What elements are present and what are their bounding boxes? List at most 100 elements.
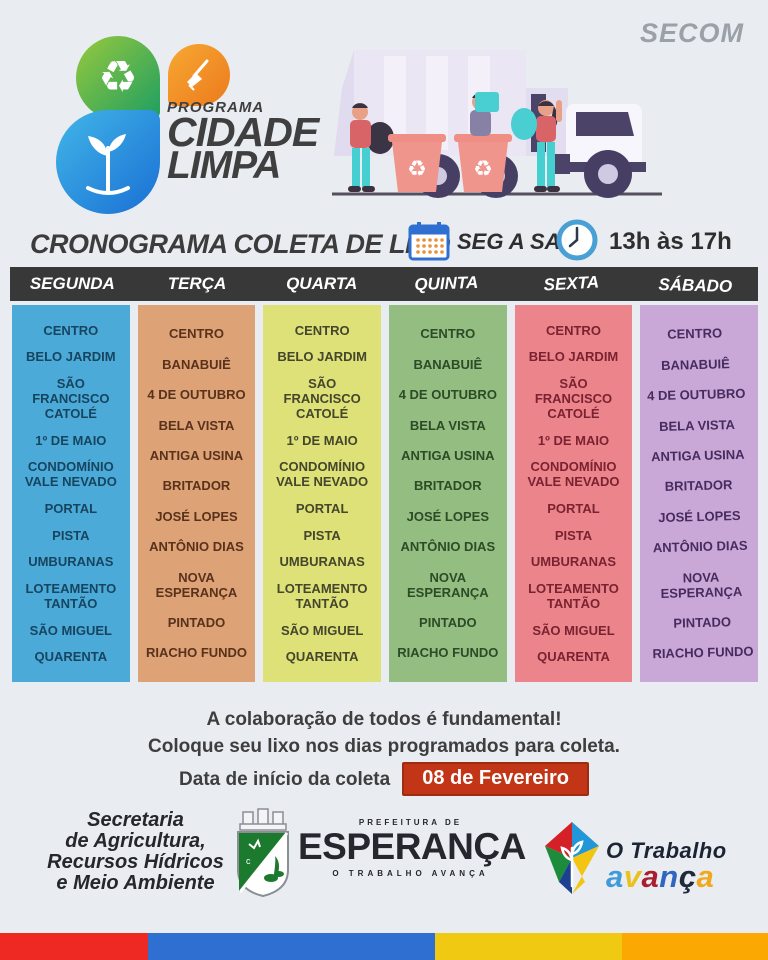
district-item: BELO JARDIM: [277, 349, 367, 365]
footer-color-stripes: [0, 933, 768, 960]
city-crest: c: [233, 804, 293, 909]
district-item: QUARENTA: [537, 649, 610, 665]
district-item: LOTEAMENTO TANTÃO: [25, 580, 117, 611]
district-item: CENTRO: [169, 326, 224, 342]
district-item: PISTA: [52, 527, 90, 543]
day-header-bar: SEGUNDA TERÇA QUARTA QUINTA SEXTA SÁBADO: [10, 267, 758, 301]
day-column: CENTRO BANABUIÊ 4 DE OUTUBRO BELA VISTA ANTI…: [640, 305, 758, 682]
logo-title-line2: LIMPA: [167, 144, 281, 187]
district-item: ANTIGA USINA: [651, 446, 746, 465]
district-item: PINTADO: [419, 615, 477, 631]
svg-text:♻: ♻: [473, 156, 493, 181]
day-label: QUINTA: [414, 272, 479, 295]
calendar-icon: [408, 221, 450, 266]
day-column: CENTRO BANABUIÊ 4 DE OUTUBRO BELA VISTA ANTI…: [137, 305, 256, 682]
district-item: 4 DE OUTUBRO: [147, 387, 246, 403]
district-item: RIACHO FUNDO: [652, 644, 755, 662]
avanca-letter: n: [659, 859, 679, 894]
district-item: JOSÉ LOPES: [155, 508, 238, 524]
district-item: BELA VISTA: [158, 417, 235, 433]
prefeitura-small-label: PREFEITURA DE: [358, 818, 463, 827]
avanca-letter: a: [696, 859, 715, 894]
district-item: BANABUIÊ: [413, 356, 483, 372]
recycle-icon: ♻: [98, 53, 138, 102]
district-item: BRITADOR: [162, 478, 231, 494]
district-item: BANABUIÊ: [661, 355, 731, 373]
district-item: RIACHO FUNDO: [397, 645, 499, 661]
district-list: CENTRO BANABUIÊ 4 DE OUTUBRO BELA VISTA ANTI…: [389, 305, 507, 682]
district-item: PISTA: [303, 527, 341, 543]
district-item: LOTEAMENTO TANTÃO: [276, 580, 368, 611]
district-item: 1º DE MAIO: [286, 432, 358, 448]
district-item: ANTÔNIO DIAS: [653, 537, 749, 556]
avanca-word: avança: [606, 859, 727, 895]
day-column: CENTRO BELO JARDIM SÃO FRANCISCO CATOLÉ 1º …: [263, 305, 381, 682]
district-item: ANTIGA USINA: [401, 448, 495, 464]
broom-icon: [187, 59, 209, 91]
district-item: SÃO FRANCISCO CATOLÉ: [283, 375, 361, 421]
district-item: PINTADO: [167, 615, 226, 631]
secretary-line: Recursos Hídricos: [47, 851, 224, 873]
note-line-2: Coloque seu lixo nos dias programados pa…: [148, 736, 620, 757]
district-item: NOVA ESPERANÇA: [155, 569, 238, 600]
district-item: CONDOMÍNIO VALE NEVADO: [24, 459, 117, 490]
district-item: ANTÔNIO DIAS: [149, 539, 244, 555]
program-label: PROGRAMA: [167, 99, 265, 116]
prefeitura-name: ESPERANÇA: [298, 826, 526, 867]
secretary-line: de Agricultura,: [65, 830, 206, 852]
avanca-letter: v: [623, 859, 642, 894]
trabalho-avanca-logo: O Trabalho avança: [606, 838, 727, 895]
district-item: NOVA ESPERANÇA: [407, 569, 489, 600]
day-label: SEXTA: [542, 272, 600, 295]
secretary-line: Secretaria: [87, 809, 184, 831]
district-list: CENTRO BANABUIÊ 4 DE OUTUBRO BELA VISTA ANTI…: [635, 304, 762, 684]
day-column: CENTRO BANABUIÊ 4 DE OUTUBRO BELA VISTA ANTI…: [388, 305, 507, 682]
district-item: CENTRO: [43, 322, 99, 338]
schedule-title: CRONOGRAMA COLETA DE LIXO: [30, 229, 451, 259]
district-list: CENTRO BELO JARDIM SÃO FRANCISCO CATOLÉ 1º …: [263, 305, 381, 682]
day-label: SÁBADO: [658, 275, 733, 296]
district-item: PISTA: [554, 527, 593, 543]
footer-stripe: [148, 933, 436, 960]
footer-stripe: [435, 933, 623, 960]
recycle-bin: ♻: [388, 134, 446, 192]
district-item: CENTRO: [546, 322, 601, 338]
avanca-letter: ç: [678, 859, 697, 894]
day-label: SEGUNDA: [29, 274, 115, 293]
logo-title-line1: CIDADE: [167, 109, 319, 155]
district-item: PORTAL: [295, 500, 349, 516]
recycle-circle: ♻: [76, 36, 160, 120]
kite-logo: [541, 820, 603, 903]
note-line-1: A colaboração de todos é fundamental!: [206, 709, 562, 730]
prefeitura-slogan: O TRABALHO AVANÇA: [332, 869, 489, 878]
secom-logo: SECOM: [639, 18, 744, 48]
day-column: CENTRO BELO JARDIM SÃO FRANCISCO CATOLÉ 1º …: [514, 305, 633, 682]
district-item: RIACHO FUNDO: [145, 645, 248, 661]
secretary-block: Secretaria de Agricultura, Recursos Hídr…: [28, 810, 243, 894]
days-range-label: SEG A SAB: [457, 229, 577, 254]
broom-circle: [168, 44, 230, 106]
collection-note: A colaboração de todos é fundamental! Co…: [0, 706, 768, 796]
district-item: BRITADOR: [414, 478, 482, 494]
avanca-letter: a: [641, 859, 660, 894]
district-item: QUARENTA: [34, 649, 108, 665]
district-list: CENTRO BELO JARDIM SÃO FRANCISCO CATOLÉ 1º …: [515, 305, 633, 682]
district-item: 4 DE OUTUBRO: [647, 385, 746, 404]
district-item: SÃO FRANCISCO CATOLÉ: [534, 375, 613, 421]
district-item: JOSÉ LOPES: [658, 507, 742, 525]
garbage-truck-illustration: ♻ ♻: [328, 36, 666, 200]
district-item: CENTRO: [667, 325, 723, 343]
district-item: BELA VISTA: [409, 417, 486, 433]
district-item: LOTEAMENTO TANTÃO: [528, 580, 619, 611]
district-item: JOSÉ LOPES: [406, 508, 489, 524]
plant-circle: [56, 110, 160, 214]
district-item: CONDOMÍNIO VALE NEVADO: [527, 459, 620, 490]
district-item: 1º DE MAIO: [537, 432, 610, 448]
clock-icon: [556, 219, 598, 266]
district-item: BELA VISTA: [659, 416, 736, 434]
district-item: ANTÔNIO DIAS: [400, 539, 496, 555]
district-item: BRITADOR: [664, 477, 733, 495]
hours-label: 13h às 17h: [609, 228, 732, 255]
prefeitura-block: PREFEITURA DE ESPERANÇA O TRABALHO AVANÇ…: [298, 818, 526, 878]
